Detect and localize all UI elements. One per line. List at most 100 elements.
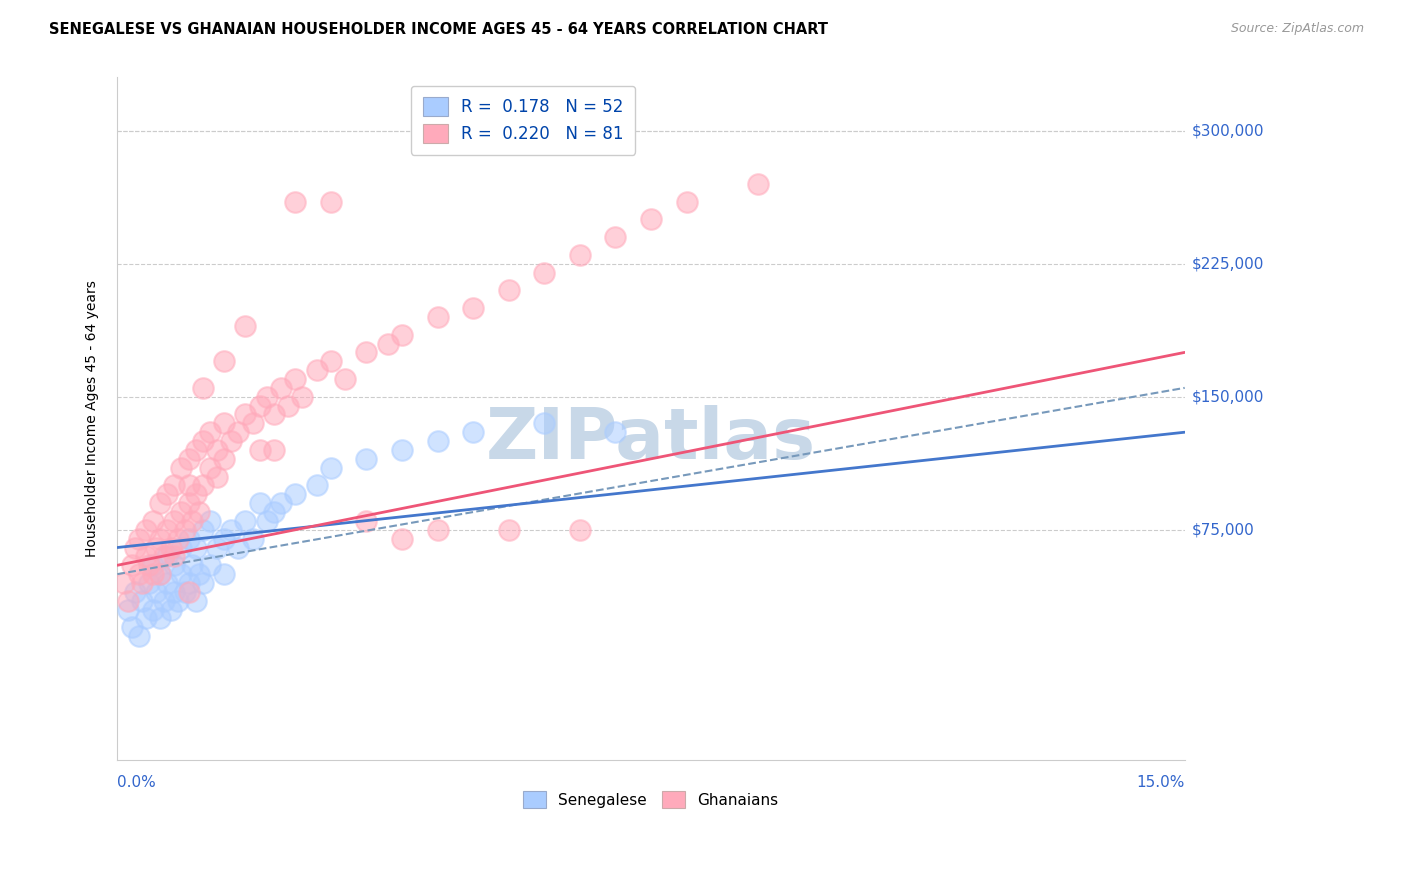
- Point: [284, 372, 307, 386]
- Point: [675, 194, 697, 209]
- Point: [145, 541, 167, 555]
- Point: [117, 593, 139, 607]
- Point: [114, 576, 136, 591]
- Point: [181, 558, 204, 573]
- Point: [159, 541, 181, 555]
- Point: [152, 549, 174, 564]
- Point: [166, 593, 188, 607]
- Point: [163, 585, 186, 599]
- Point: [263, 505, 285, 519]
- Point: [188, 567, 211, 582]
- Point: [124, 585, 146, 599]
- Text: $75,000: $75,000: [1192, 523, 1254, 537]
- Point: [198, 460, 221, 475]
- Point: [605, 425, 627, 440]
- Point: [219, 434, 242, 448]
- Point: [212, 532, 235, 546]
- Point: [128, 629, 150, 643]
- Point: [149, 567, 172, 582]
- Point: [156, 487, 179, 501]
- Point: [191, 478, 214, 492]
- Point: [181, 514, 204, 528]
- Point: [640, 212, 662, 227]
- Point: [170, 541, 193, 555]
- Text: ZIPatlas: ZIPatlas: [486, 405, 815, 474]
- Point: [177, 478, 200, 492]
- Point: [263, 408, 285, 422]
- Point: [319, 194, 342, 209]
- Point: [152, 593, 174, 607]
- Point: [235, 514, 257, 528]
- Point: [184, 541, 207, 555]
- Point: [156, 549, 179, 564]
- Point: [177, 532, 200, 546]
- Y-axis label: Householder Income Ages 45 - 64 years: Householder Income Ages 45 - 64 years: [86, 280, 100, 558]
- Point: [184, 442, 207, 457]
- Point: [426, 310, 449, 324]
- Point: [198, 425, 221, 440]
- Point: [568, 248, 591, 262]
- Point: [212, 451, 235, 466]
- Point: [142, 567, 165, 582]
- Point: [177, 496, 200, 510]
- Point: [135, 523, 157, 537]
- Point: [170, 505, 193, 519]
- Point: [356, 514, 378, 528]
- Point: [305, 363, 328, 377]
- Point: [149, 567, 172, 582]
- Point: [284, 487, 307, 501]
- Point: [333, 372, 356, 386]
- Text: SENEGALESE VS GHANAIAN HOUSEHOLDER INCOME AGES 45 - 64 YEARS CORRELATION CHART: SENEGALESE VS GHANAIAN HOUSEHOLDER INCOM…: [49, 22, 828, 37]
- Point: [170, 567, 193, 582]
- Point: [174, 523, 197, 537]
- Point: [249, 442, 271, 457]
- Point: [263, 442, 285, 457]
- Text: $150,000: $150,000: [1192, 389, 1264, 404]
- Point: [377, 336, 399, 351]
- Point: [256, 390, 278, 404]
- Point: [163, 514, 186, 528]
- Point: [498, 283, 520, 297]
- Point: [219, 523, 242, 537]
- Text: $300,000: $300,000: [1192, 123, 1264, 138]
- Point: [188, 505, 211, 519]
- Point: [356, 345, 378, 359]
- Point: [212, 567, 235, 582]
- Point: [170, 460, 193, 475]
- Point: [149, 496, 172, 510]
- Point: [319, 354, 342, 368]
- Point: [270, 381, 292, 395]
- Point: [205, 442, 228, 457]
- Point: [533, 266, 555, 280]
- Point: [142, 558, 165, 573]
- Point: [242, 532, 264, 546]
- Point: [235, 318, 257, 333]
- Point: [212, 354, 235, 368]
- Point: [228, 541, 250, 555]
- Point: [426, 434, 449, 448]
- Point: [426, 523, 449, 537]
- Point: [121, 620, 143, 634]
- Point: [163, 558, 186, 573]
- Point: [121, 558, 143, 573]
- Point: [191, 523, 214, 537]
- Point: [191, 576, 214, 591]
- Point: [142, 602, 165, 616]
- Point: [498, 523, 520, 537]
- Point: [256, 514, 278, 528]
- Point: [128, 532, 150, 546]
- Point: [156, 576, 179, 591]
- Point: [242, 417, 264, 431]
- Point: [319, 460, 342, 475]
- Point: [356, 451, 378, 466]
- Point: [166, 532, 188, 546]
- Point: [184, 487, 207, 501]
- Point: [198, 558, 221, 573]
- Point: [145, 585, 167, 599]
- Point: [228, 425, 250, 440]
- Text: Source: ZipAtlas.com: Source: ZipAtlas.com: [1230, 22, 1364, 36]
- Point: [174, 585, 197, 599]
- Point: [159, 602, 181, 616]
- Point: [291, 390, 314, 404]
- Point: [249, 496, 271, 510]
